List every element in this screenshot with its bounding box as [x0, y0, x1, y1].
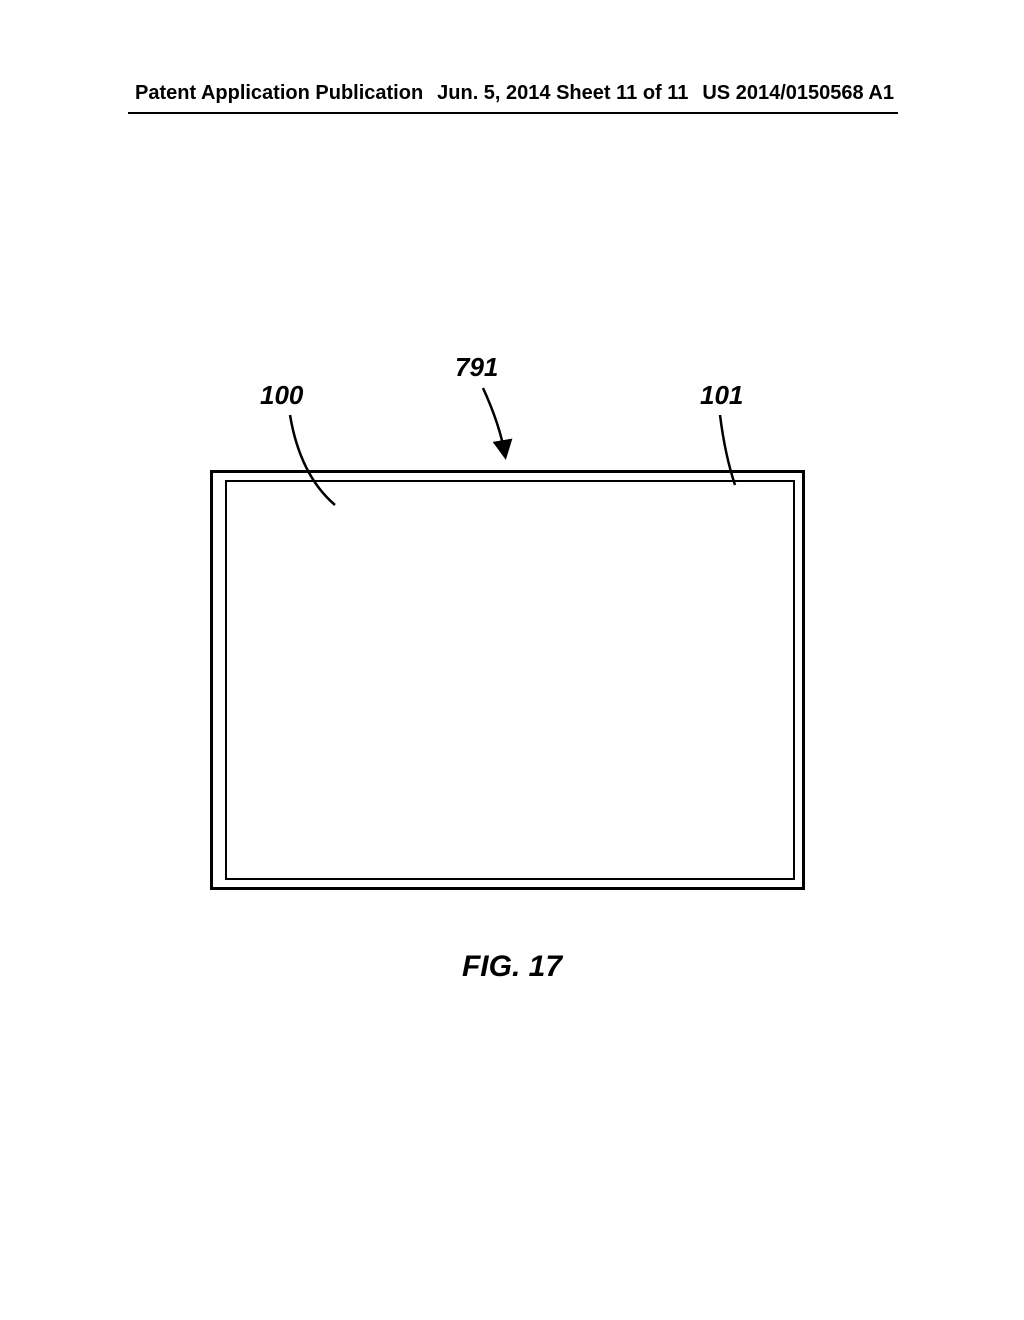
figure-area: 100 791 101 FIG. 17	[0, 380, 1024, 1080]
header-rule	[128, 112, 898, 114]
inner-rectangle	[225, 480, 795, 880]
header-publication-number: US 2014/0150568 A1	[702, 82, 894, 105]
leader-791	[483, 388, 505, 455]
header-publication-type: Patent Application Publication	[135, 82, 423, 105]
reference-label-791: 791	[455, 352, 498, 383]
reference-label-101: 101	[700, 380, 743, 411]
page-header: Patent Application Publication Jun. 5, 2…	[0, 82, 1024, 105]
reference-label-100: 100	[260, 380, 303, 411]
figure-caption: FIG. 17	[0, 950, 1024, 984]
header-date-sheet: Jun. 5, 2014 Sheet 11 of 11	[437, 82, 688, 105]
